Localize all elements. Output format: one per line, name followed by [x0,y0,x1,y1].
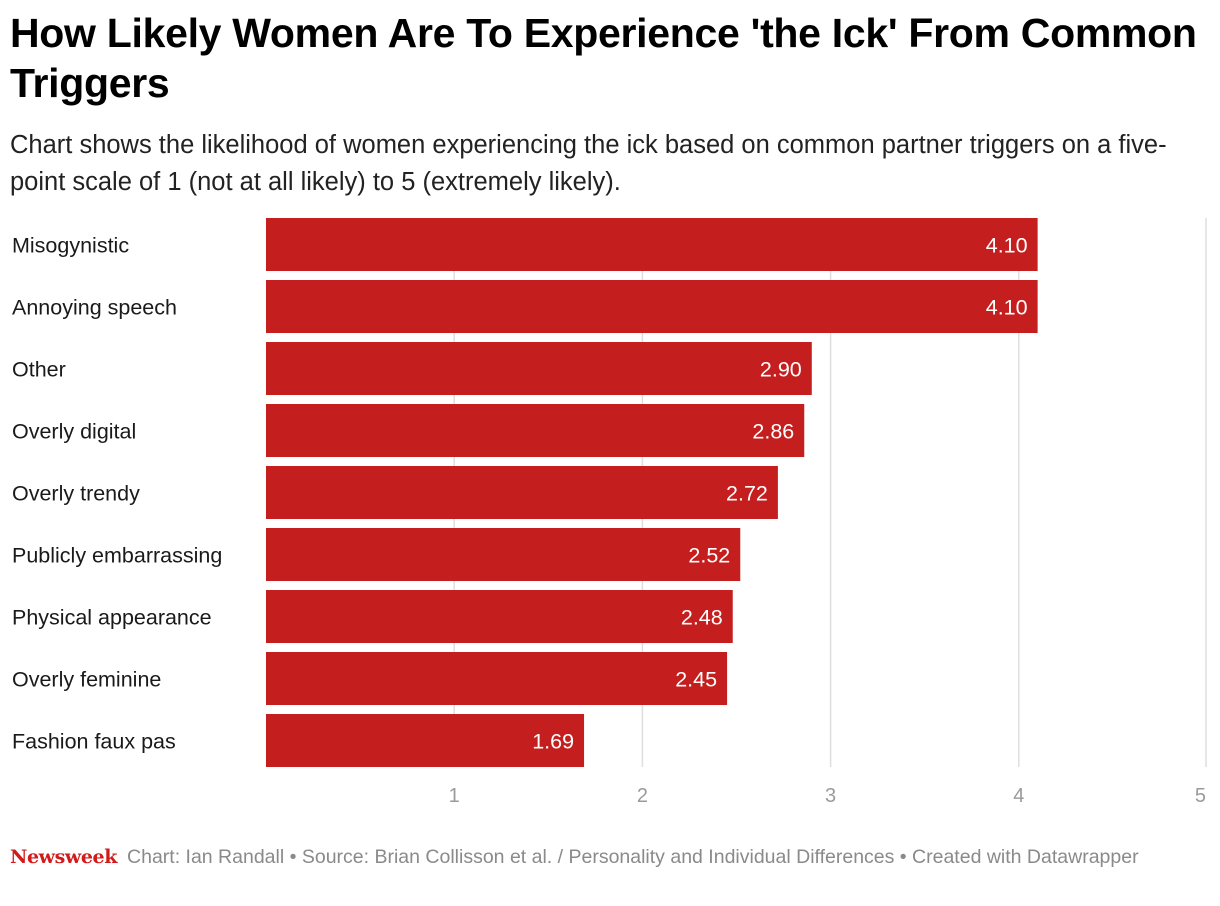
bar-overly-digital [266,404,805,457]
bars: 4.10 4.10 2.90 2.86 2.72 2.52 2.48 2.45 1.69 [266,218,1038,767]
category-label: Overly trendy [12,482,140,506]
newsweek-logo: Newsweek [10,846,118,868]
bar-overly-feminine [266,652,728,705]
bar-publicly-embarrassing [266,528,741,581]
x-axis-ticks: 1 2 3 4 5 [449,785,1206,807]
bar-value-label: 4.10 [986,296,1028,320]
bar-value-label: 2.72 [726,482,768,506]
chart-footer: Newsweek Chart: Ian Randall • Source: Bri… [10,843,1200,871]
bar-fashion-faux-pas [266,714,585,767]
category-label: Misogynistic [12,234,129,258]
footer-credits: Chart: Ian Randall • Source: Brian Colli… [127,846,1139,868]
category-label: Other [12,358,66,382]
bar-physical-appearance [266,590,733,643]
x-tick-label: 2 [637,785,648,807]
chart-subtitle: Chart shows the likelihood of women expe… [10,131,1167,196]
bar-other [266,342,812,395]
bar-value-label: 2.52 [688,544,730,568]
category-label: Physical appearance [12,606,212,630]
category-label: Overly feminine [12,668,161,692]
bar-misogynistic [266,218,1038,271]
bar-value-label: 2.45 [675,668,717,692]
category-label: Fashion faux pas [12,730,176,754]
category-labels: Misogynistic Annoying speech Other Overly d… [12,234,222,754]
x-tick-label: 3 [825,785,836,807]
x-tick-label: 1 [449,785,460,807]
category-label: Annoying speech [12,296,177,320]
bar-overly-trendy [266,466,778,519]
bar-chart: 4.10 4.10 2.90 2.86 2.72 2.52 2.48 2.45 1.69 Mis… [12,218,1207,807]
category-label: Publicly embarrassing [12,544,222,568]
bar-value-label: 4.10 [986,234,1028,258]
bar-value-label: 2.48 [681,606,723,630]
bar-annoying-speech [266,280,1038,333]
bar-value-label: 2.90 [760,358,802,382]
chart-title: How Likely Women Are To Experience 'the … [10,10,1197,106]
bar-value-label: 2.86 [752,420,794,444]
x-tick-label: 5 [1195,785,1206,807]
x-tick-label: 4 [1013,785,1024,807]
category-label: Overly digital [12,420,136,444]
bar-value-label: 1.69 [532,730,574,754]
